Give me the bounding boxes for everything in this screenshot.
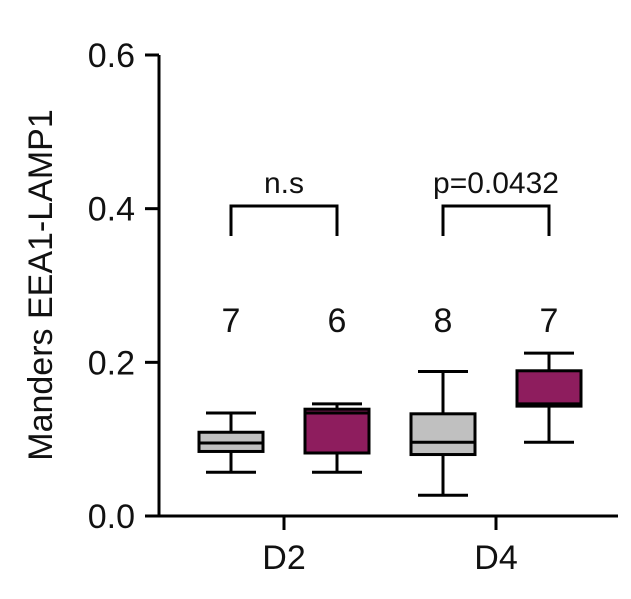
n-label: 8	[434, 302, 453, 340]
n-label: 6	[328, 302, 347, 340]
significance-label: n.s	[264, 167, 304, 200]
x-tick-label: D2	[262, 539, 305, 577]
box-d2-magenta	[303, 402, 371, 474]
y-tick-label: 0.0	[88, 498, 135, 536]
significance-label: p=0.0432	[433, 167, 559, 200]
box-iqr	[515, 369, 583, 408]
plot-marks	[197, 204, 583, 497]
box-d4-magenta	[515, 351, 583, 444]
y-tick-label: 0.2	[88, 344, 135, 382]
n-label: 7	[540, 302, 559, 340]
axes	[145, 53, 618, 530]
n-label: 7	[222, 302, 241, 340]
y-axis-title: Manders EEA1-LAMP1	[22, 109, 60, 461]
box-iqr	[303, 407, 371, 455]
x-tick-label: D4	[474, 539, 517, 577]
box-d4-gray	[409, 370, 477, 497]
plot-labels: 0.0 0.2 0.4 0.6 D2 D4 Manders EEA1-LAMP1 7 6 8 7 n.…	[22, 37, 559, 577]
y-tick-label: 0.4	[88, 191, 135, 229]
box-iqr	[409, 412, 477, 457]
significance-bracket	[229, 204, 339, 236]
y-tick-label: 0.6	[88, 37, 135, 75]
box-d2-gray	[197, 411, 265, 474]
significance-bracket	[441, 204, 551, 236]
